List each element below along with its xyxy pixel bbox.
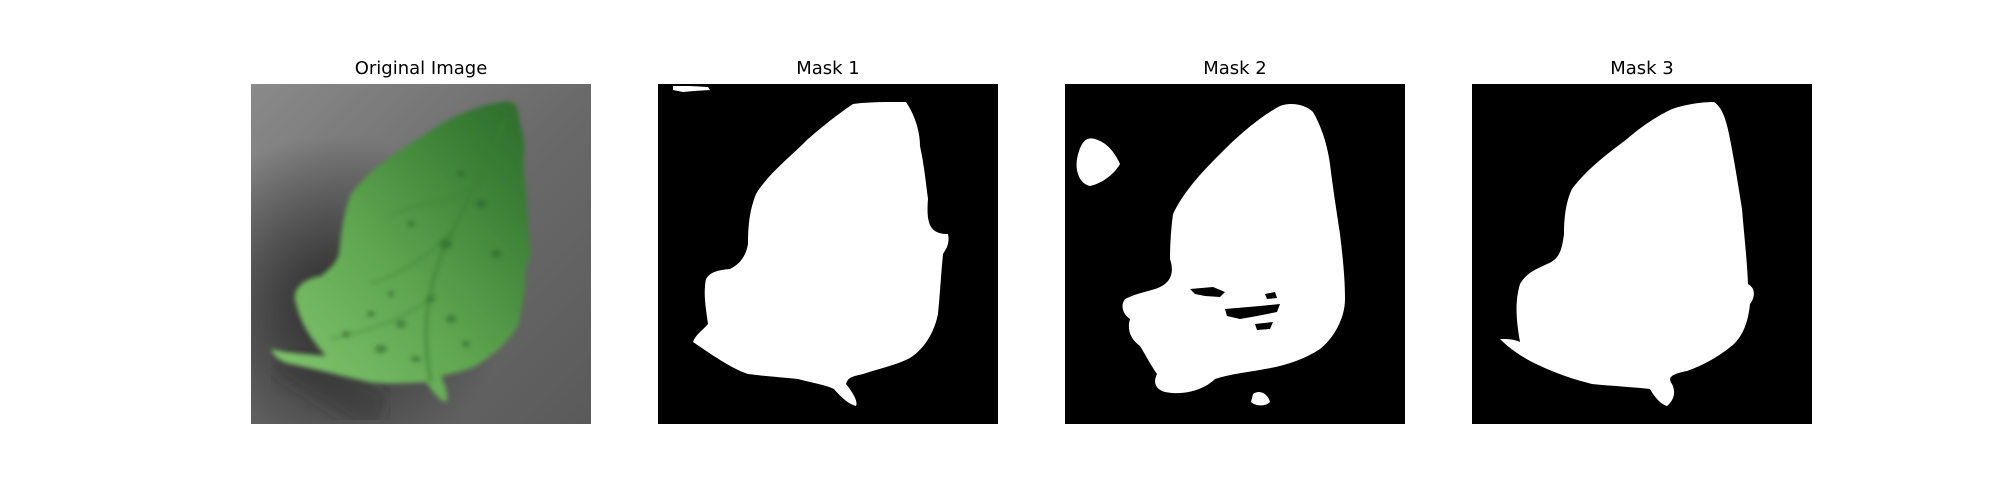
mask-1-image: [658, 84, 998, 424]
panel-title: Mask 2: [1203, 58, 1267, 79]
panel-mask-2: Mask 2: [1065, 0, 1405, 430]
original-leaf-image: [251, 84, 591, 424]
panel-original-image: Original Image: [251, 0, 591, 430]
panel-mask-1: Mask 1: [658, 0, 998, 430]
mask-2-image: [1065, 84, 1405, 424]
mask-3-image: [1472, 84, 1812, 424]
panel-title: Original Image: [354, 58, 488, 79]
panel-mask-3: Mask 3: [1472, 0, 1812, 430]
panel-title: Mask 3: [1610, 58, 1674, 79]
panel-title: Mask 1: [796, 58, 860, 79]
